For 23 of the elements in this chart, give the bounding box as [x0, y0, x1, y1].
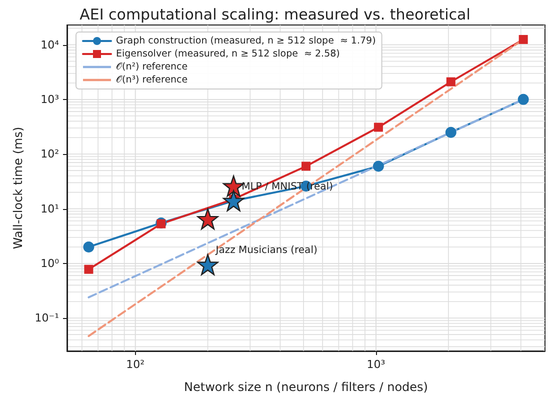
legend-label: Eigensolver (measured, n ≥ 512 slope ≈ 2.58): [116, 48, 340, 60]
legend-label: 𝒪(n³) reference: [116, 74, 188, 86]
point: [374, 122, 383, 132]
x-axis-title: Network size n (neurons / filters / nodes): [184, 380, 428, 394]
y-tick-label: 10¹: [40, 202, 59, 216]
y-tick-label: 10⁰: [40, 256, 60, 270]
point: [518, 34, 528, 44]
legend-label: Graph construction (measured, n ≥ 512 slope ≈ 1.79): [116, 36, 376, 46]
y-tick-label: 10⁴: [40, 38, 60, 52]
point: [302, 162, 311, 171]
point: [445, 126, 456, 138]
annotation: Jazz Musicians (real): [214, 245, 318, 256]
y-tick-label: 10³: [40, 92, 59, 106]
point: [83, 241, 94, 252]
y-tick-label: 10⁻¹: [34, 312, 59, 325]
point: [84, 264, 94, 274]
chart-title: AEI computational scaling: measured vs. theoretical: [80, 6, 470, 24]
point: [372, 160, 384, 172]
y-tick-label: 10²: [40, 148, 59, 161]
point: [518, 94, 529, 105]
y-axis-title: Wall-clock time (ms): [10, 126, 25, 250]
point: [446, 77, 456, 86]
legend-label: 𝒪(n²) reference: [116, 62, 188, 72]
